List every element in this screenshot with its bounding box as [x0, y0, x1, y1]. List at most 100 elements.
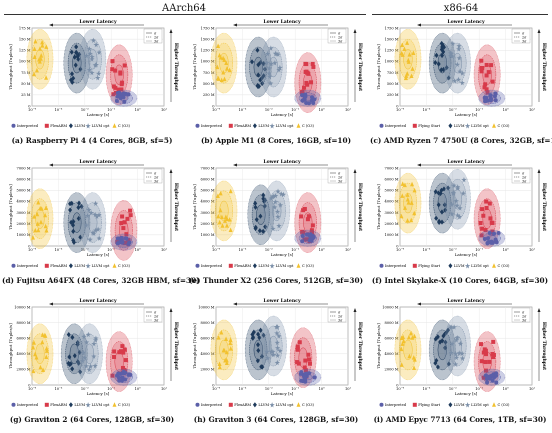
data-point	[307, 357, 312, 362]
data-point	[483, 373, 488, 378]
cluster-llvm-opt	[444, 168, 471, 230]
data-point	[438, 339, 443, 345]
data-point	[223, 218, 228, 223]
data-point	[43, 223, 48, 229]
data-point	[486, 70, 491, 75]
y-tick-label: 1500 M	[201, 37, 215, 41]
x-tick-label: 10⁻²	[81, 387, 89, 391]
top-label: Lower Latency	[447, 298, 485, 304]
data-point	[69, 219, 74, 225]
y-axis-label: Throughput [Tuples/s]	[8, 323, 13, 369]
data-point	[441, 49, 446, 55]
legend-label: LLVM	[454, 264, 465, 268]
legend-label: LLVM	[74, 124, 85, 128]
legend-label: LLVM opt	[276, 264, 294, 268]
data-point	[42, 332, 47, 338]
legend-marker	[44, 263, 49, 268]
data-point	[494, 380, 499, 385]
legend-marker	[412, 263, 417, 268]
data-point	[274, 330, 280, 336]
sigma-legend-label: 2σ	[154, 175, 159, 179]
data-point	[87, 363, 94, 369]
data-point	[92, 227, 99, 233]
top-label: Lower Latency	[263, 159, 301, 165]
right-label: Higher Throughput	[173, 183, 178, 231]
data-point	[491, 355, 496, 360]
data-point	[488, 216, 493, 221]
data-point	[483, 368, 488, 373]
x-tick-label: 10⁰	[503, 248, 510, 252]
data-point	[494, 373, 499, 378]
data-point	[455, 76, 462, 83]
data-point	[401, 334, 406, 340]
y-axis-label: Throughput [Tuples/s]	[376, 44, 381, 90]
data-point	[309, 80, 314, 85]
data-point	[85, 331, 92, 338]
data-point	[257, 335, 262, 341]
cluster-c-o3-	[394, 172, 422, 234]
sigma-legend-label: σ	[338, 171, 341, 175]
data-point	[44, 44, 49, 49]
data-point	[490, 352, 495, 357]
data-point	[405, 40, 410, 45]
data-point	[448, 52, 454, 59]
cluster-c-o3-	[394, 319, 422, 381]
data-point	[86, 207, 92, 213]
y-axis-label: Throughput [Tuples/s]	[192, 44, 197, 90]
cluster-c-o3-	[210, 32, 238, 94]
data-point	[275, 51, 281, 57]
data-point	[219, 329, 224, 335]
data-point	[456, 55, 462, 61]
x-tick-label: 10⁻⁴	[28, 248, 36, 252]
cluster-flexarm	[110, 200, 138, 261]
data-point	[33, 227, 38, 233]
data-point	[219, 214, 224, 220]
chart-panel-h: Lower Latency Higher Throughput 0 2000 M 400…	[186, 295, 366, 433]
legend-marker	[379, 123, 384, 128]
data-point	[446, 75, 451, 81]
legend-marker	[269, 123, 275, 129]
sigma-legend-label: σ	[154, 310, 157, 314]
x-tick-label: 10¹	[345, 108, 352, 112]
legend-marker	[44, 402, 49, 407]
data-point	[450, 40, 456, 47]
legend-marker	[112, 123, 117, 128]
x-tick-label: 10⁻¹	[291, 108, 299, 112]
x-tick-label: 10⁻¹	[475, 108, 483, 112]
legend-label: LLVM	[258, 403, 269, 407]
data-point	[303, 358, 308, 363]
data-point	[408, 330, 413, 336]
data-point	[486, 240, 491, 245]
data-point	[456, 43, 462, 49]
data-point	[70, 71, 75, 77]
data-point	[261, 73, 266, 79]
cluster-c-o3-	[210, 319, 238, 381]
x-tick-label: 10¹	[161, 108, 168, 112]
legend-label: C (O3)	[498, 403, 511, 407]
data-point	[304, 237, 309, 242]
data-point	[412, 365, 417, 371]
chart-caption: (d) Fujitsu A64FX (48 Cores, 32GB HBM, s…	[2, 276, 200, 285]
data-point	[490, 378, 495, 383]
chart-panel-f: Lower Latency Higher Throughput 0 1000 M 200…	[370, 156, 550, 294]
legend-label: Flying Start	[418, 124, 440, 128]
data-point	[44, 228, 49, 233]
chart-svg: Lower Latency Higher Throughput 0 250 M 500 …	[192, 19, 362, 129]
data-point	[92, 200, 99, 207]
data-point	[307, 361, 312, 366]
data-point	[256, 62, 261, 68]
legend-label: Interpreted	[201, 403, 223, 407]
legend-label: Interpreted	[385, 403, 407, 407]
y-tick-label: 500 M	[203, 82, 215, 86]
data-point	[434, 215, 439, 221]
data-point	[40, 339, 45, 345]
x-tick-label: 10⁻³	[54, 248, 62, 252]
data-point	[302, 85, 307, 90]
data-point	[71, 75, 76, 81]
data-point	[32, 214, 37, 219]
data-point	[114, 98, 119, 103]
data-point	[31, 344, 36, 350]
top-label: Lower Latency	[79, 19, 117, 25]
data-point	[479, 65, 484, 70]
data-point	[492, 231, 497, 236]
